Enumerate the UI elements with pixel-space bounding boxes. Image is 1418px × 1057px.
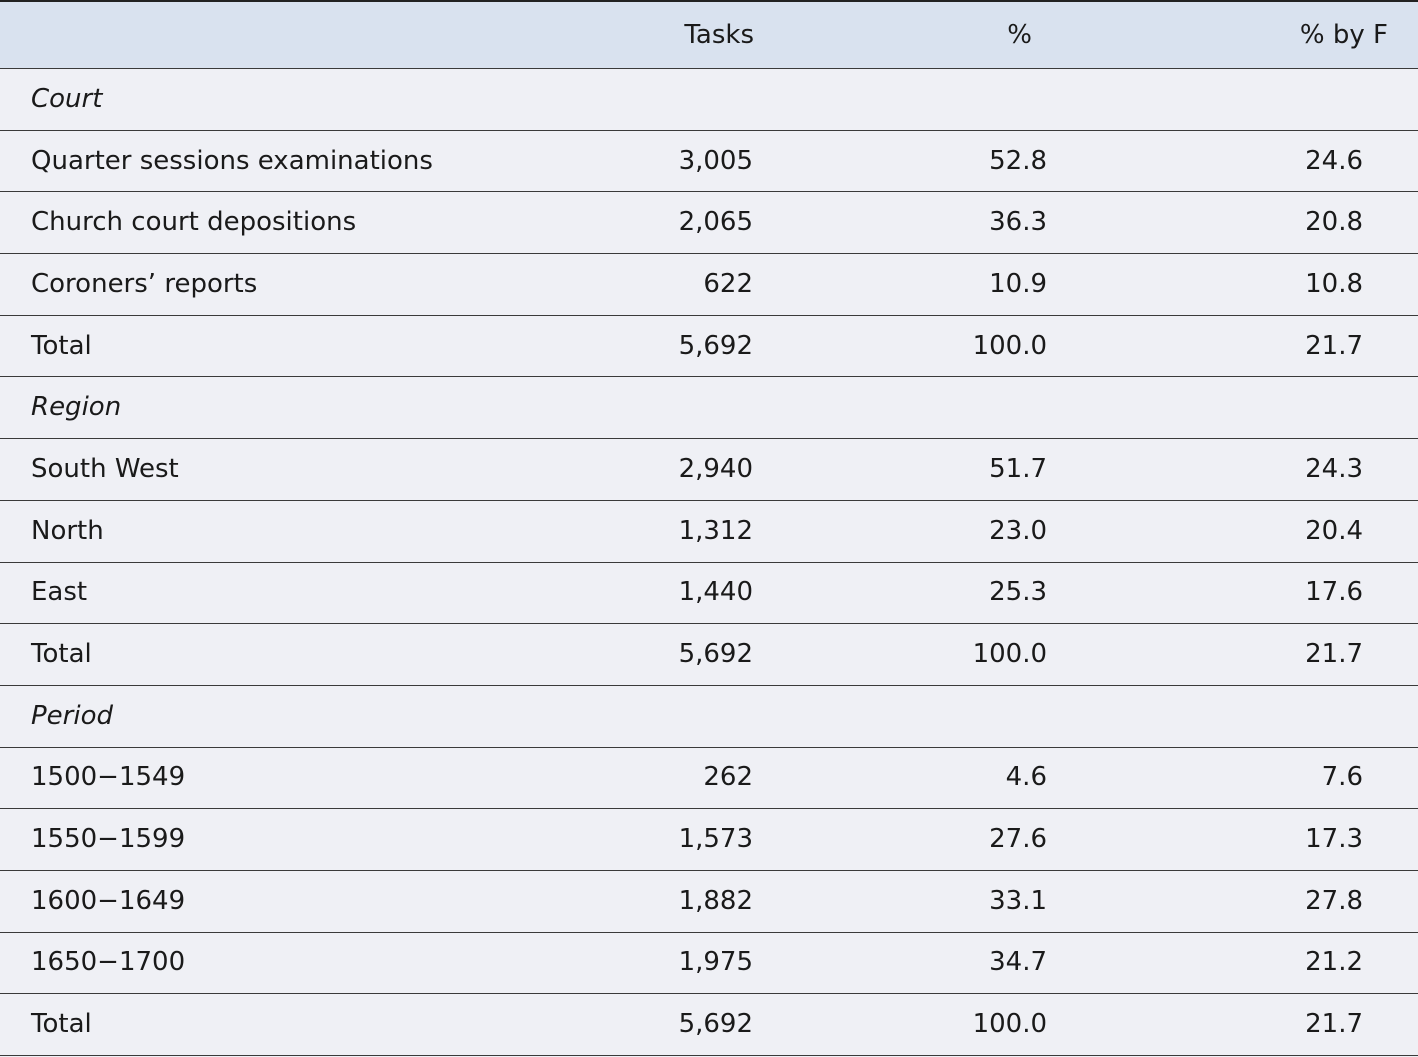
- cell-value: 21.7: [1305, 1009, 1363, 1040]
- cell-value: 10.8: [1305, 268, 1363, 299]
- data-row: 1550−1599 1,573 27.6 17.3: [0, 808, 1418, 871]
- cell-value: 36.3: [989, 207, 1047, 238]
- cell-value: 622: [703, 268, 753, 299]
- row-label: 1550−1599: [31, 824, 186, 855]
- row-label: Total: [31, 639, 92, 670]
- data-row: 1650−1700 1,975 34.7 21.2: [0, 932, 1418, 995]
- data-row: Total 5,692 100.0 21.7: [0, 623, 1418, 686]
- cell-value: 100.0: [972, 1009, 1047, 1040]
- row-label: South West: [31, 453, 179, 484]
- cell-value: 21.7: [1305, 330, 1363, 361]
- cell-value: 100.0: [972, 330, 1047, 361]
- section-row: Region: [0, 376, 1418, 440]
- cell-value: 7.6: [1321, 762, 1363, 793]
- column-header: Tasks: [684, 20, 754, 50]
- cell-value: 33.1: [989, 885, 1047, 916]
- cell-value: 4.6: [1005, 762, 1047, 793]
- cell-value: 27.8: [1305, 885, 1363, 916]
- cell-value: 24.3: [1305, 453, 1363, 484]
- cell-value: 20.4: [1305, 515, 1363, 546]
- cell-value: 1,975: [678, 947, 753, 978]
- cell-value: 21.7: [1305, 639, 1363, 670]
- cell-value: 2,065: [678, 207, 753, 238]
- cell-value: 3,005: [678, 145, 753, 176]
- cell-value: 20.8: [1305, 207, 1363, 238]
- cell-value: 1,573: [678, 824, 753, 855]
- cell-value: 5,692: [678, 639, 753, 670]
- cell-value: 1,312: [678, 515, 753, 546]
- data-row: Coroners’ reports 622 10.9 10.8: [0, 253, 1418, 316]
- column-header: %: [1007, 20, 1032, 50]
- row-label: Quarter sessions examinations: [31, 145, 433, 176]
- cell-value: 27.6: [989, 824, 1047, 855]
- row-label: 1600−1649: [31, 885, 186, 916]
- cell-value: 17.3: [1305, 824, 1363, 855]
- cell-value: 5,692: [678, 330, 753, 361]
- data-row: 1500−1549 262 4.6 7.6: [0, 747, 1418, 810]
- data-row: Church court depositions 2,065 36.3 20.8: [0, 191, 1418, 255]
- cell-value: 52.8: [989, 145, 1047, 176]
- data-row: Quarter sessions examinations 3,005 52.8 24…: [0, 130, 1418, 193]
- row-label: East: [31, 577, 88, 608]
- data-row: 1600−1649 1,882 33.1 27.8: [0, 870, 1418, 933]
- row-label: 1500−1549: [31, 762, 186, 793]
- section-row: Court: [0, 68, 1418, 131]
- section-title: Period: [31, 700, 113, 731]
- row-label: 1650−1700: [31, 947, 186, 978]
- cell-value: 1,440: [678, 577, 753, 608]
- cell-value: 23.0: [989, 515, 1047, 546]
- row-label: North: [31, 515, 104, 546]
- cell-value: 21.2: [1305, 947, 1363, 978]
- cell-value: 10.9: [989, 268, 1047, 299]
- cell-value: 24.6: [1305, 145, 1363, 176]
- cell-value: 51.7: [989, 453, 1047, 484]
- cell-value: 17.6: [1305, 577, 1363, 608]
- section-title: Region: [31, 392, 122, 423]
- data-row: East 1,440 25.3 17.6: [0, 562, 1418, 625]
- data-row: North 1,312 23.0 20.4: [0, 500, 1418, 563]
- cell-value: 5,692: [678, 1009, 753, 1040]
- row-label: Total: [31, 1009, 92, 1040]
- cell-value: 34.7: [989, 947, 1047, 978]
- section-title: Court: [31, 83, 103, 114]
- row-label: Church court depositions: [31, 207, 357, 238]
- data-row: Total 5,692 100.0 21.7: [0, 315, 1418, 378]
- cell-value: 100.0: [972, 639, 1047, 670]
- row-label: Coroners’ reports: [31, 268, 258, 299]
- column-header: % by F: [1299, 20, 1388, 50]
- cell-value: 262: [703, 762, 753, 793]
- row-label: Total: [31, 330, 92, 361]
- cell-value: 2,940: [678, 453, 753, 484]
- section-row: Period: [0, 685, 1418, 748]
- data-row: South West 2,940 51.7 24.3: [0, 438, 1418, 501]
- cell-value: 1,882: [678, 885, 753, 916]
- header-row: Tasks% % by F: [0, 0, 1418, 69]
- data-row: Total 5,692 100.0 21.7: [0, 993, 1418, 1056]
- cell-value: 25.3: [989, 577, 1047, 608]
